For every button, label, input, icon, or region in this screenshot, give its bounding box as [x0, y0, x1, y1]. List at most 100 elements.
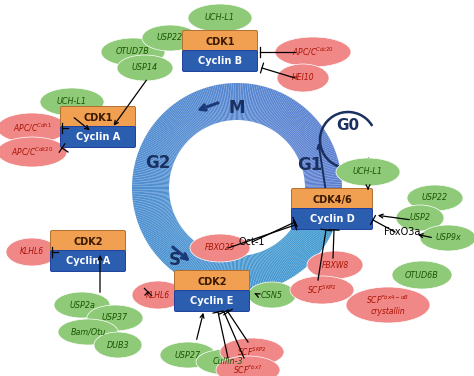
Wedge shape [292, 228, 322, 251]
Wedge shape [140, 215, 175, 231]
Wedge shape [136, 157, 172, 169]
Wedge shape [153, 123, 183, 147]
Wedge shape [296, 135, 329, 155]
Wedge shape [144, 139, 177, 157]
Wedge shape [142, 142, 176, 159]
Wedge shape [237, 83, 239, 120]
Text: M: M [229, 99, 245, 117]
Text: HEI10: HEI10 [292, 73, 314, 82]
Wedge shape [235, 256, 237, 293]
Wedge shape [198, 251, 213, 286]
Wedge shape [168, 108, 193, 137]
Wedge shape [182, 98, 202, 130]
Wedge shape [132, 191, 169, 195]
Wedge shape [134, 201, 171, 210]
Wedge shape [198, 90, 213, 125]
Text: Cyclin B: Cyclin B [198, 56, 242, 66]
Wedge shape [258, 252, 271, 288]
Text: Cyclin A: Cyclin A [76, 132, 120, 142]
Wedge shape [303, 205, 339, 215]
Wedge shape [184, 247, 204, 280]
Text: Cyclin D: Cyclin D [310, 214, 355, 224]
Text: USP37: USP37 [102, 314, 128, 323]
Ellipse shape [0, 137, 67, 167]
Ellipse shape [336, 158, 400, 186]
Wedge shape [304, 197, 341, 205]
Wedge shape [274, 244, 296, 276]
Wedge shape [180, 245, 201, 277]
FancyBboxPatch shape [61, 126, 136, 147]
Wedge shape [301, 154, 337, 167]
Wedge shape [303, 161, 339, 171]
Ellipse shape [220, 338, 284, 366]
Wedge shape [280, 106, 304, 136]
Text: G1: G1 [297, 156, 323, 174]
Wedge shape [283, 238, 309, 266]
Wedge shape [263, 250, 278, 285]
Text: USP27: USP27 [175, 350, 201, 359]
Wedge shape [268, 94, 286, 128]
Wedge shape [294, 224, 326, 245]
Wedge shape [203, 252, 216, 288]
Wedge shape [138, 152, 173, 166]
Wedge shape [174, 103, 197, 134]
Ellipse shape [290, 276, 354, 304]
Wedge shape [141, 216, 175, 232]
Wedge shape [288, 233, 316, 258]
Wedge shape [205, 253, 217, 288]
Wedge shape [281, 239, 306, 268]
Wedge shape [282, 109, 307, 138]
Wedge shape [284, 236, 311, 264]
Text: Cyclin A: Cyclin A [66, 256, 110, 266]
Wedge shape [242, 83, 246, 120]
Wedge shape [305, 189, 342, 192]
Wedge shape [168, 239, 193, 268]
Text: Oct-1: Oct-1 [239, 237, 265, 247]
Text: G0: G0 [337, 117, 360, 132]
Wedge shape [287, 233, 315, 259]
Wedge shape [188, 94, 206, 128]
Ellipse shape [346, 287, 430, 323]
Ellipse shape [188, 4, 252, 32]
Wedge shape [170, 240, 194, 270]
Wedge shape [154, 122, 184, 146]
Wedge shape [151, 126, 182, 149]
Wedge shape [233, 83, 236, 120]
Wedge shape [256, 87, 268, 123]
Wedge shape [133, 175, 170, 181]
Wedge shape [298, 140, 331, 158]
Wedge shape [267, 94, 285, 127]
Text: S: S [169, 251, 181, 269]
Ellipse shape [94, 332, 142, 358]
Wedge shape [162, 114, 189, 141]
Wedge shape [139, 212, 174, 227]
Wedge shape [138, 211, 173, 226]
Wedge shape [217, 85, 225, 121]
Wedge shape [219, 255, 227, 292]
Wedge shape [242, 256, 246, 293]
Text: SCF$^{SKP2}$: SCF$^{SKP2}$ [307, 284, 337, 296]
Ellipse shape [277, 64, 329, 92]
Wedge shape [145, 221, 178, 241]
Wedge shape [220, 84, 228, 121]
Ellipse shape [420, 225, 474, 251]
Text: CDK4/6: CDK4/6 [312, 195, 352, 205]
Text: KLHL6: KLHL6 [20, 247, 44, 256]
Wedge shape [210, 254, 220, 290]
Wedge shape [247, 84, 255, 121]
Wedge shape [206, 87, 218, 123]
Wedge shape [291, 229, 321, 253]
Wedge shape [132, 189, 169, 192]
Wedge shape [249, 85, 257, 121]
Wedge shape [300, 149, 335, 164]
Text: USP22: USP22 [157, 33, 183, 42]
Wedge shape [163, 236, 190, 264]
Wedge shape [280, 240, 304, 270]
Wedge shape [196, 91, 211, 126]
Wedge shape [149, 225, 181, 247]
Wedge shape [162, 235, 189, 262]
Wedge shape [134, 168, 170, 176]
Ellipse shape [216, 356, 280, 376]
Wedge shape [133, 197, 170, 205]
Wedge shape [272, 246, 292, 278]
